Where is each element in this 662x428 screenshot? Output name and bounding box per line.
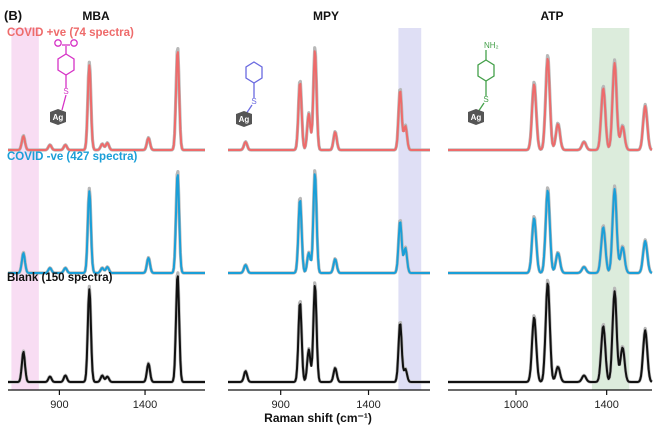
x-tick-label-mba-0: 900 (50, 399, 68, 411)
spectrum-mpy-series-2 (227, 285, 431, 383)
x-tick-label-mpy-0: 900 (272, 399, 290, 411)
highlight-band-atp-0 (591, 28, 630, 390)
svg-text:S: S (483, 95, 488, 104)
x-tick-label-atp-0: 1000 (504, 399, 528, 411)
highlight-bands (11, 28, 630, 390)
svg-text:S: S (251, 97, 256, 106)
spectrum-mpy-series-0 (227, 50, 431, 151)
atp-structure-icon: S (477, 50, 495, 113)
spectrum-mba-series-0 (7, 51, 206, 151)
x-axis-label: Raman shift (cm⁻¹) (264, 411, 372, 425)
x-axes: 900 1400 900 1400 1000 1400 (8, 389, 652, 411)
mba-ag-box: Ag (50, 109, 66, 125)
atp-ag-box: Ag (468, 109, 484, 125)
atp-amine-group: NH₂ (484, 41, 499, 50)
spectrum-mpy-series-1 (227, 173, 431, 274)
spectra-traces (7, 46, 653, 384)
spectrum-atp-series-2 (447, 282, 653, 383)
panel-title-atp: ATP (540, 9, 563, 23)
highlight-band-mba-0 (11, 28, 39, 390)
spectrum-mba-series-1 (7, 174, 206, 274)
x-tick-label-mpy-1: 1400 (356, 399, 380, 411)
panel-title-mpy: MPY (313, 9, 339, 23)
mpy-ag-label: Ag (239, 115, 250, 124)
svg-text:S: S (63, 87, 68, 96)
series-label-covid-negative: COVID -ve (427 spectra) (7, 151, 138, 163)
mpy-ag-box: Ag (236, 111, 252, 127)
mba-structure-icon: S (54, 39, 78, 111)
series-label-blank: Blank (150 spectra) (7, 272, 113, 284)
spectrum-atp-series-0 (447, 57, 653, 151)
spectrum-mba-series-2 (7, 275, 206, 383)
atp-ag-label: Ag (471, 113, 482, 122)
mpy-structure-icon: S (245, 61, 263, 115)
panel-letter: (B) (4, 8, 22, 23)
series-label-covid-positive: COVID +ve (74 spectra) (7, 27, 134, 39)
spectrum-atp-series-1 (447, 188, 653, 274)
mba-ag-label: Ag (53, 113, 64, 122)
x-tick-label-mba-1: 1400 (133, 399, 157, 411)
highlight-band-mpy-0 (398, 28, 422, 390)
panel-title-mba: MBA (82, 9, 110, 23)
x-tick-label-atp-1: 1400 (594, 399, 618, 411)
